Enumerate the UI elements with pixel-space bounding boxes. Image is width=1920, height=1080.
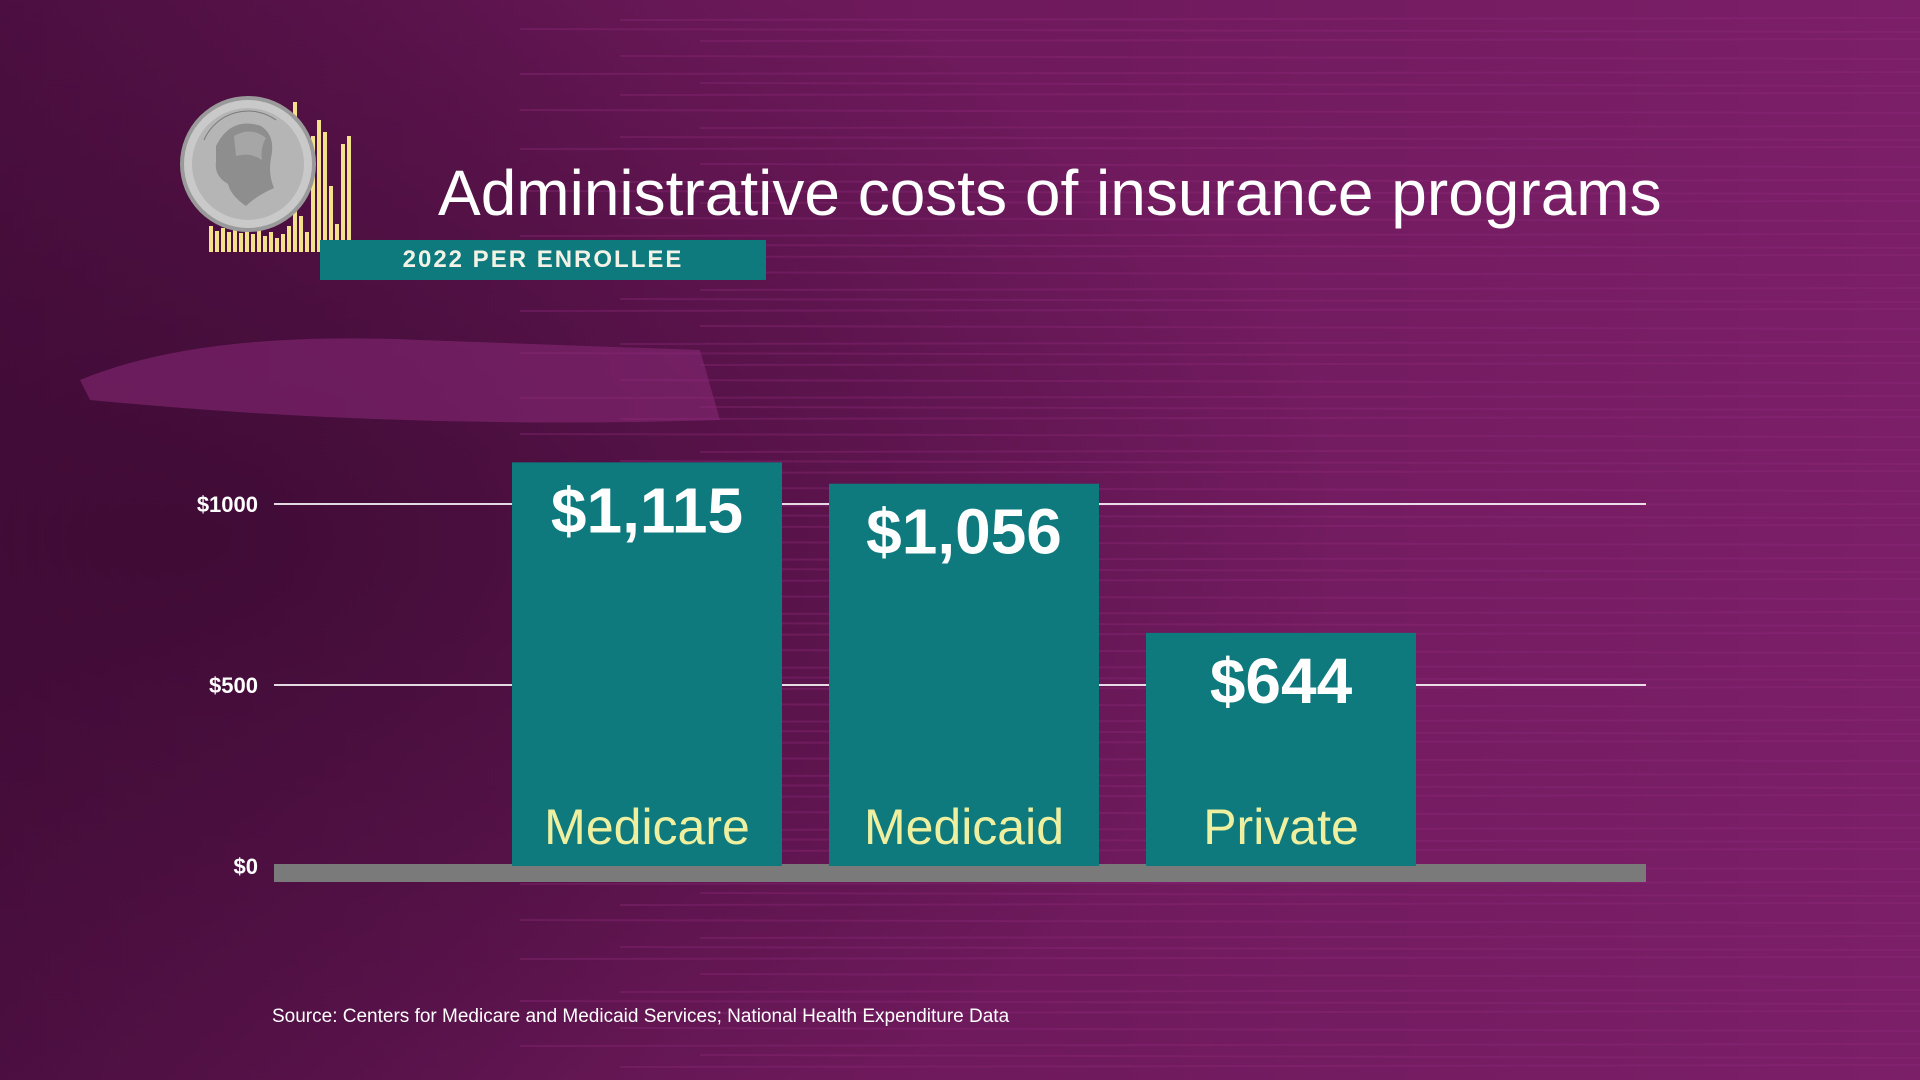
category-label: Medicaid xyxy=(864,799,1064,855)
category-label: Private xyxy=(1203,799,1359,855)
bar-private xyxy=(1146,632,1416,866)
source-note: Source: Centers for Medicare and Medicai… xyxy=(272,1006,1010,1027)
baseline-axis xyxy=(274,864,1646,882)
y-axis-ticks: $0 $500 $1000 xyxy=(197,492,258,879)
bars: $1,115 Medicare $1,056 Medicaid $644 Private xyxy=(512,462,1416,866)
y-tick-label: $1000 xyxy=(197,492,258,517)
category-label: Medicare xyxy=(544,799,750,855)
quarter-coin-icon xyxy=(180,96,351,252)
bar-medicare xyxy=(512,462,782,866)
bar-value-label: $1,115 xyxy=(551,474,743,546)
y-tick-label: $0 xyxy=(234,854,258,879)
bar-value-label: $644 xyxy=(1210,645,1353,717)
subtitle-badge: 2022 PER ENROLLEE xyxy=(320,240,766,280)
bar-medicaid xyxy=(829,483,1099,866)
chart-title: Administrative costs of insurance progra… xyxy=(438,157,1662,229)
bar-value-label: $1,056 xyxy=(866,496,1062,568)
chart-subtitle: 2022 PER ENROLLEE xyxy=(402,246,684,273)
y-tick-label: $500 xyxy=(209,673,258,698)
